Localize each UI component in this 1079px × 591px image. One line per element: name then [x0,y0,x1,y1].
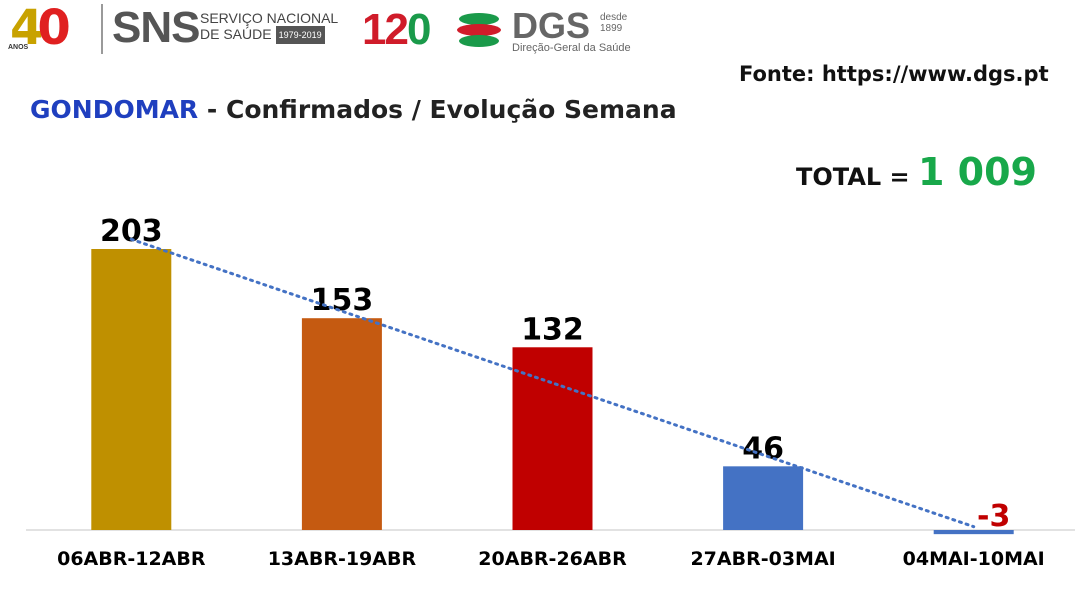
data-label-3: 132 [521,312,584,347]
category-label-4: 27ABR-03MAI [690,548,835,570]
total-label: TOTAL = [796,163,918,191]
chart-title-place: GONDOMAR [30,95,199,124]
logo-120-zero: 0 [406,5,432,54]
logo-40-anos: 40 ANOS [4,0,96,56]
logo-divider [101,4,103,54]
bar-3 [512,347,593,530]
category-label-3: 20ABR-26ABR [478,548,627,570]
sns-line1: SERVIÇO NACIONAL [200,10,339,26]
logo-40-sub: ANOS [8,44,29,51]
data-label-5: -3 [977,499,1010,534]
sns-years: 1979-2019 [275,26,325,45]
bar-4 [723,466,804,530]
chart-title-rest: - Confirmados / Evolução Semana [198,95,677,124]
category-label-5: 04MAI-10MAI [903,548,1045,570]
chart-title: GONDOMAR - Confirmados / Evolução Semana [30,95,677,124]
sns-subtitle: SERVIÇO NACIONAL DE SAÚDE 1979-2019 [200,10,340,45]
category-label-2: 13ABR-19ABR [268,548,417,570]
trendline [129,237,976,529]
dgs-logo-text: DGS [512,5,591,46]
header-logos: 40 ANOS SNS SERVIÇO NACIONAL DE SAÚDE 197… [0,0,640,62]
dgs-desde: desde [600,12,628,23]
dgs-emblem-icon [457,13,501,47]
logo-120-anos: 120 [362,5,432,54]
total-value: 1 009 [918,150,1037,194]
dgs-since: desde 1899 [600,12,627,34]
bar-5 [933,530,1014,535]
bar-1 [91,249,172,530]
data-label-2: 153 [311,283,374,318]
bar-2 [301,318,382,530]
source-text: Fonte: https://www.dgs.pt [739,62,1049,86]
category-label-1: 06ABR-12ABR [57,548,206,570]
sns-line2: DE SAÚDE [200,26,272,42]
dgs-year: 1899 [600,23,623,34]
logo-120-digits: 12 [362,5,409,54]
total-summary: TOTAL = 1 009 [796,150,1037,194]
data-label-1: 203 [100,214,163,249]
sns-logo-text: SNS [112,3,200,52]
dgs-subtitle: Direção-Geral da Saúde [512,42,631,54]
